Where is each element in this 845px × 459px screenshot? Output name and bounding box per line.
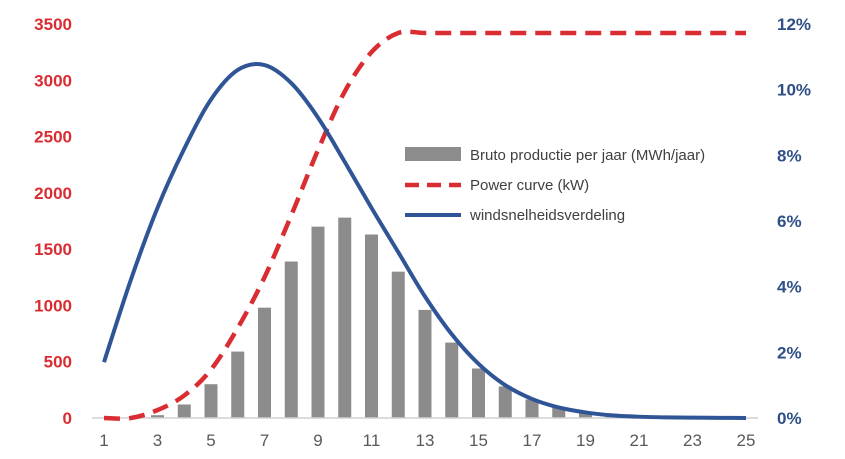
bar-series	[151, 217, 726, 418]
y-left-tick-label: 2500	[34, 128, 72, 147]
y-left-tick-label: 0	[63, 409, 72, 428]
bar-7	[258, 307, 271, 418]
power-curve-line	[103, 29, 746, 421]
y-axis-right: 0% 2% 4% 6% 8% 10% 12%	[777, 15, 811, 428]
x-tick-label: 23	[683, 431, 702, 450]
bar-14	[445, 342, 459, 418]
y-left-tick-label: 2000	[34, 184, 72, 203]
bar-5	[204, 384, 218, 418]
bar-18	[552, 407, 566, 418]
x-tick-label: 1	[99, 431, 108, 450]
x-tick-label: 3	[153, 431, 162, 450]
y-left-tick-label: 500	[44, 353, 72, 372]
y-right-tick-label: 0%	[777, 409, 802, 428]
bar-11	[365, 234, 378, 418]
y-left-tick-label: 3500	[34, 15, 72, 34]
legend: Bruto productie per jaar (MWh/jaar) Powe…	[405, 147, 705, 224]
bar-13	[418, 309, 432, 418]
bar-6	[231, 351, 245, 418]
y-axis-left: 0 500 1000 1500 2000 2500 3000 3500	[34, 15, 72, 428]
bar-3	[151, 415, 164, 418]
x-tick-label: 13	[416, 431, 435, 450]
legend-label-power-curve: Power curve (kW)	[470, 177, 589, 194]
bar-16	[498, 386, 512, 418]
y-right-tick-label: 8%	[777, 146, 802, 165]
x-tick-label: 19	[576, 431, 595, 450]
wind-distribution-line	[102, 62, 747, 420]
y-left-tick-label: 1500	[34, 240, 72, 259]
bar-19	[579, 412, 592, 418]
y-right-tick-label: 2%	[777, 343, 802, 362]
x-axis: 1 3 5 7 9 11 13 15 17 19 21 23 25	[99, 431, 755, 450]
bar-15	[472, 368, 485, 418]
bar-10	[338, 217, 352, 418]
bar-12	[391, 271, 405, 418]
legend-label-wind-distribution: windsnelheidsverdeling	[469, 207, 625, 224]
y-right-tick-label: 4%	[777, 278, 802, 297]
legend-swatch-production	[405, 147, 461, 161]
x-tick-label: 11	[363, 431, 381, 450]
y-left-tick-label: 3000	[34, 71, 72, 90]
y-right-tick-label: 12%	[777, 15, 811, 34]
bar-9	[311, 226, 325, 418]
x-tick-label: 25	[737, 431, 756, 450]
x-tick-label: 7	[260, 431, 269, 450]
bar-8	[284, 261, 298, 418]
legend-label-production: Bruto productie per jaar (MWh/jaar)	[470, 147, 705, 164]
x-tick-label: 17	[523, 431, 542, 450]
x-tick-label: 21	[630, 431, 649, 450]
y-left-tick-label: 1000	[34, 296, 72, 315]
x-tick-label: 9	[313, 431, 322, 450]
y-right-tick-label: 10%	[777, 81, 811, 100]
bar-17	[525, 399, 539, 418]
x-tick-label: 5	[206, 431, 215, 450]
x-tick-label: 15	[469, 431, 488, 450]
y-right-tick-label: 6%	[777, 212, 802, 231]
bar-4	[177, 404, 191, 418]
